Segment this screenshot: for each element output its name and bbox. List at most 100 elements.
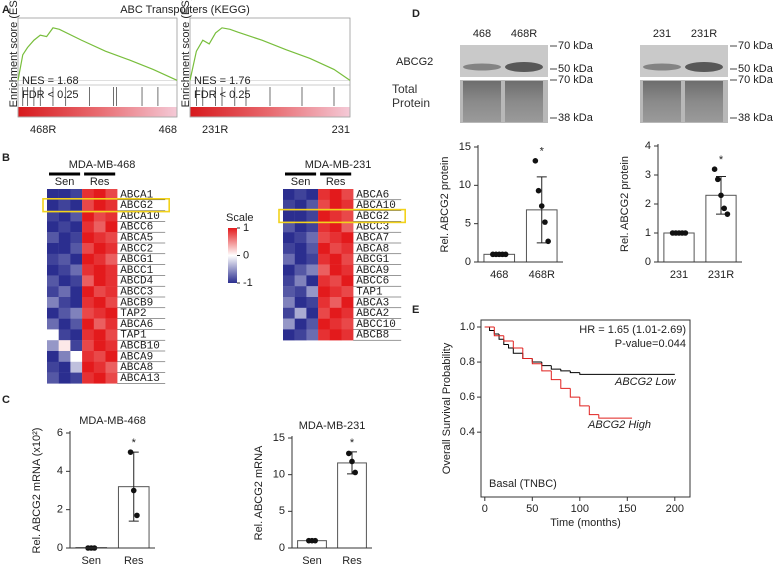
- survival-step: [569, 370, 580, 374]
- error-bar: [536, 176, 547, 244]
- size-marker: 50 kDa: [558, 63, 594, 75]
- protein-band: [643, 63, 681, 71]
- y-tick-label: 15: [459, 141, 471, 153]
- heatmap-cell: [70, 351, 83, 362]
- panel-label: A: [2, 4, 10, 16]
- heatmap-cell: [70, 286, 83, 298]
- series-label: ABCG2 Low: [614, 376, 677, 388]
- nes-label: NES = 1.76: [194, 75, 251, 87]
- total-protein-lane: [643, 81, 681, 122]
- heatmap-cell: [93, 264, 106, 276]
- heatmap-cell: [283, 232, 295, 244]
- gene-label: ABCB10: [120, 341, 160, 353]
- gene-label: ABCC2: [120, 243, 153, 255]
- survival-step: [493, 327, 504, 337]
- heatmap-cell: [47, 243, 59, 254]
- gene-label: ABCC6: [120, 222, 153, 234]
- gene-label: ABCA8: [120, 362, 153, 374]
- total-protein-lane: [463, 81, 501, 122]
- heatmap-cell: [283, 189, 295, 200]
- heatmap-cell: [318, 329, 330, 341]
- x-tick-label: 0: [482, 503, 488, 515]
- gene-label: TAP1: [120, 330, 147, 342]
- heatmap-cell: [58, 307, 71, 319]
- heatmap-cell: [70, 340, 83, 352]
- heatmap-cell: [47, 318, 59, 330]
- enrichment-curve: [17, 27, 178, 81]
- blot-background: [640, 45, 728, 77]
- lane-label: 468R: [511, 28, 537, 40]
- gene-label: ABCA10: [120, 211, 160, 223]
- heatmap-cell: [294, 243, 307, 254]
- survival-step: [489, 327, 495, 332]
- bar: [337, 462, 367, 549]
- heatmap-cell: [70, 232, 83, 244]
- survival-step: [579, 397, 590, 407]
- heatmap-cell: [82, 340, 94, 352]
- heatmap-cell: [294, 253, 307, 265]
- heatmap-cell: [105, 329, 118, 341]
- heatmap-cell: [294, 307, 307, 319]
- heatmap-cell: [341, 210, 354, 222]
- heatmap-cell: [82, 232, 94, 244]
- heatmap-cell: [82, 297, 94, 308]
- gene-label: ABCB9: [120, 297, 153, 309]
- heatmap-cell: [329, 210, 342, 222]
- heatmap-cell: [306, 189, 319, 200]
- heatmap-cell: [82, 199, 94, 211]
- heatmap-cell: [318, 199, 330, 211]
- y-tick-label: 5: [279, 505, 285, 517]
- size-marker: 38 kDa: [738, 112, 774, 124]
- rank-left-label: 468R: [30, 124, 56, 136]
- axis: [477, 145, 563, 263]
- heatmap-cell: [47, 361, 59, 373]
- heatmap-cell: [47, 329, 59, 341]
- survival-step: [498, 334, 504, 340]
- y-tick-label: 0.6: [460, 391, 475, 403]
- gene-label: ABCD4: [120, 276, 153, 288]
- heatmap-cell: [58, 243, 71, 254]
- heatmap-cell: [318, 232, 330, 244]
- heatmap-cell: [105, 264, 118, 276]
- heatmap-cell: [82, 243, 94, 254]
- data-point: [349, 458, 355, 465]
- gene-label: ABCC6: [356, 276, 389, 288]
- heatmap-cell: [58, 210, 71, 222]
- heatmap-cell: [93, 210, 106, 222]
- heatmap-cell: [105, 253, 118, 265]
- survival-step: [560, 369, 571, 372]
- y-tick-label: 10: [459, 179, 471, 191]
- heatmap-cell: [283, 221, 295, 233]
- axis: [657, 144, 742, 263]
- gene-label: ABCA9: [356, 265, 389, 277]
- data-point: [545, 238, 551, 245]
- size-marker: 70 kDa: [558, 40, 594, 52]
- x-tick-label: Res: [342, 555, 362, 565]
- heatmap-cell: [306, 286, 319, 298]
- total-protein-lane: [685, 81, 723, 122]
- survival-step: [541, 363, 552, 372]
- heatmap-cell: [294, 297, 307, 308]
- heatmap-cell: [82, 189, 94, 200]
- y-tick-label: 4: [57, 465, 63, 477]
- heatmap-cell: [82, 351, 94, 362]
- y-tick-label: 1.0: [460, 321, 475, 333]
- heatmap-cell: [93, 307, 106, 319]
- survival-step: [550, 370, 561, 381]
- gene-label: ABCC3: [356, 222, 389, 234]
- heatmap-cell: [82, 329, 94, 341]
- heatmap-cell: [306, 307, 319, 319]
- y-axis-label: Rel. ABCG2 protein: [439, 157, 451, 253]
- heatmap-cell: [318, 243, 330, 254]
- heatmap-cell: [294, 329, 307, 341]
- heatmap-cell: [58, 361, 71, 373]
- heatmap-cell: [93, 318, 106, 330]
- x-tick-label: 231: [670, 269, 688, 281]
- heatmap-cell: [70, 318, 83, 330]
- gene-label: ABCA7: [356, 233, 389, 245]
- heatmap-cell: [58, 189, 71, 200]
- heatmap-cell: [283, 307, 295, 319]
- survival-step: [522, 348, 533, 360]
- heatmap-cell: [105, 351, 118, 362]
- survival-step: [503, 339, 509, 346]
